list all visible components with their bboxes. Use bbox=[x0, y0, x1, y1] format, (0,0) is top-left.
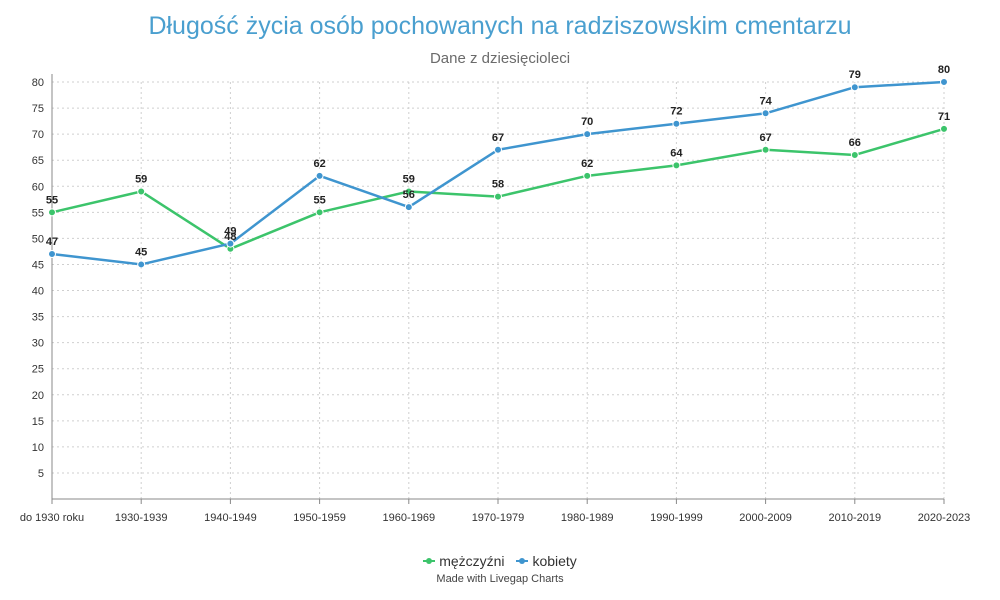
y-tick-label: 40 bbox=[32, 286, 44, 298]
legend-label-men: mężczyźni bbox=[439, 553, 505, 569]
y-tick-label: 35 bbox=[32, 312, 44, 324]
data-label-men: 71 bbox=[938, 111, 950, 123]
data-point-men bbox=[315, 208, 324, 217]
data-label-men: 64 bbox=[670, 147, 683, 159]
data-label-men: 59 bbox=[403, 173, 415, 185]
data-label-women: 80 bbox=[938, 64, 950, 76]
x-tick-label: 1940-1949 bbox=[204, 512, 257, 524]
data-label-women: 79 bbox=[849, 69, 861, 81]
y-tick-label: 60 bbox=[32, 181, 44, 193]
data-point-men bbox=[850, 150, 859, 159]
data-label-men: 59 bbox=[135, 173, 147, 185]
y-tick-label: 30 bbox=[32, 338, 44, 350]
y-tick-label: 70 bbox=[32, 129, 44, 141]
data-label-men: 48 bbox=[224, 231, 236, 243]
y-tick-label: 15 bbox=[32, 416, 44, 428]
data-label-men: 55 bbox=[313, 194, 325, 206]
x-tick-label: 2010-2019 bbox=[828, 512, 881, 524]
data-point-women bbox=[940, 78, 948, 86]
y-tick-label: 25 bbox=[32, 364, 44, 376]
y-tick-label: 50 bbox=[32, 233, 44, 245]
x-tick-label: 2000-2009 bbox=[739, 512, 792, 524]
data-point-women bbox=[672, 119, 681, 128]
legend-label-women: kobiety bbox=[532, 553, 577, 569]
x-tick-label: 1950-1959 bbox=[293, 512, 346, 524]
data-point-women bbox=[48, 250, 56, 259]
chart-title: Długość życia osób pochowanych na radzis… bbox=[148, 12, 852, 40]
legend-item-women[interactable]: kobiety bbox=[516, 553, 577, 569]
legend: mężczyźni kobiety bbox=[0, 552, 1000, 569]
data-point-men bbox=[404, 187, 413, 196]
y-tick-label: 80 bbox=[32, 77, 44, 89]
data-label-women: 56 bbox=[403, 189, 415, 201]
data-point-women bbox=[850, 83, 859, 92]
data-label-women: 70 bbox=[581, 116, 593, 128]
x-tick-label: 1990-1999 bbox=[650, 512, 703, 524]
x-tick-label: 1980-1989 bbox=[561, 512, 614, 524]
x-tick-label: do 1930 roku bbox=[20, 512, 84, 524]
data-label-men: 58 bbox=[492, 179, 504, 191]
data-point-women bbox=[761, 109, 770, 118]
y-tick-label: 55 bbox=[32, 207, 44, 219]
data-point-women bbox=[583, 130, 592, 139]
chart-subtitle: Dane z dziesięcioleci bbox=[429, 50, 571, 67]
data-point-women bbox=[404, 203, 413, 212]
data-label-men: 67 bbox=[759, 132, 771, 144]
y-tick-label: 65 bbox=[32, 155, 44, 167]
legend-dot-men bbox=[426, 558, 433, 564]
data-label-women: 67 bbox=[492, 132, 504, 144]
data-label-women: 49 bbox=[224, 226, 236, 238]
y-tick-label: 20 bbox=[32, 390, 44, 402]
legend-dot-women bbox=[519, 558, 526, 564]
data-label-women: 72 bbox=[670, 106, 682, 118]
data-label-women: 74 bbox=[759, 95, 772, 107]
data-label-women: 62 bbox=[313, 158, 325, 170]
data-label-women: 45 bbox=[135, 246, 147, 258]
data-point-men bbox=[940, 124, 948, 133]
data-point-men bbox=[672, 161, 681, 170]
legend-item-men[interactable]: mężczyźni bbox=[423, 553, 505, 569]
y-tick-label: 5 bbox=[38, 468, 44, 480]
data-point-women bbox=[315, 171, 324, 180]
data-point-men bbox=[137, 187, 146, 196]
data-label-men: 62 bbox=[581, 158, 593, 170]
legend-marker-men bbox=[423, 557, 436, 565]
x-tick-label: 1970-1979 bbox=[472, 512, 525, 524]
data-label-men: 66 bbox=[849, 137, 861, 149]
data-point-women bbox=[226, 239, 235, 248]
data-point-men bbox=[761, 145, 770, 154]
y-tick-label: 10 bbox=[32, 442, 44, 454]
data-point-men bbox=[583, 171, 592, 180]
data-point-men bbox=[48, 208, 56, 217]
data-label-men: 55 bbox=[46, 194, 58, 206]
credit-text: Made with Livegap Charts bbox=[436, 573, 564, 585]
y-tick-label: 75 bbox=[32, 103, 44, 115]
data-point-men bbox=[494, 192, 502, 201]
data-point-women bbox=[137, 260, 146, 269]
y-tick-label: 45 bbox=[32, 259, 44, 271]
data-label-women: 47 bbox=[46, 236, 58, 248]
legend-marker-women bbox=[516, 557, 529, 565]
x-tick-label: 2020-2023 bbox=[918, 512, 971, 524]
x-tick-label: 1960-1969 bbox=[382, 512, 435, 524]
x-tick-label: 1930-1939 bbox=[115, 512, 168, 524]
data-point-women bbox=[494, 145, 502, 154]
